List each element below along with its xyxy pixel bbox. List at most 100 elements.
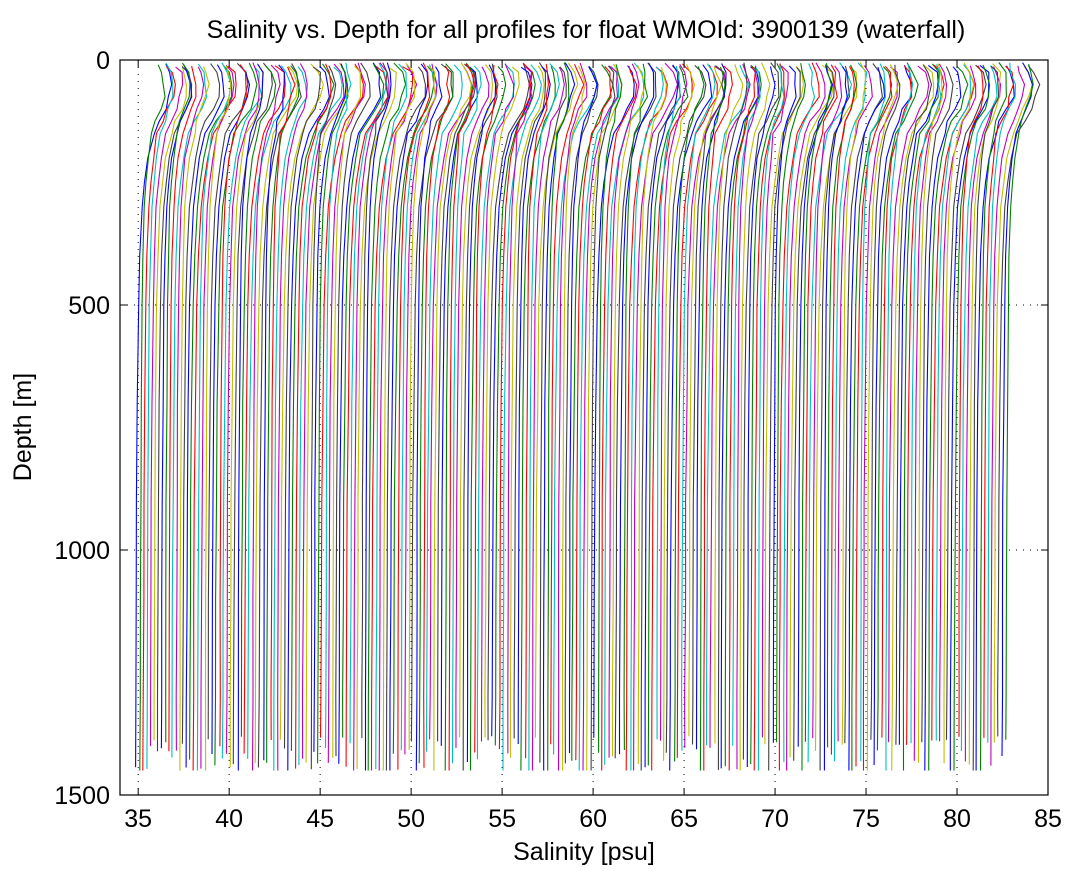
salinity-profile-line — [332, 65, 362, 758]
salinity-profile-line — [375, 63, 408, 770]
salinity-profile-line — [917, 63, 943, 763]
salinity-profile-line — [200, 64, 235, 769]
salinity-profile-line — [298, 66, 343, 766]
salinity-profile-line — [928, 65, 969, 771]
salinity-profile-line — [240, 65, 277, 737]
salinity-profile-line — [736, 65, 759, 770]
salinity-profile-line — [400, 64, 438, 751]
salinity-profile-line — [819, 65, 851, 771]
salinity-profile-line — [528, 63, 560, 771]
salinity-profile-line — [699, 66, 726, 771]
salinity-profile-line — [614, 62, 657, 759]
salinity-profile-line — [525, 63, 549, 759]
salinity-profile-line — [876, 62, 919, 751]
salinity-profile-line — [714, 64, 744, 744]
salinity-profile-line — [647, 66, 689, 766]
salinity-profile-line — [844, 63, 883, 744]
salinity-profile-line — [338, 62, 382, 764]
salinity-profile-line — [534, 62, 579, 738]
salinity-profile-line — [841, 62, 866, 745]
salinity-profile-line — [924, 66, 962, 771]
chart-title: Salinity vs. Depth for all profiles for … — [207, 16, 966, 44]
salinity-profile-line — [804, 64, 838, 742]
salinity-profile-line — [211, 66, 251, 755]
salinity-profile-line — [902, 63, 940, 771]
x-tick-label: 65 — [670, 805, 698, 833]
salinity-profile-line — [958, 65, 984, 737]
salinity-profile-line — [921, 66, 954, 743]
salinity-profile-line — [935, 64, 971, 741]
salinity-profile-line — [676, 64, 718, 758]
salinity-profile-line — [681, 63, 716, 751]
salinity-profile-line — [717, 62, 748, 771]
salinity-profile-line — [385, 66, 426, 771]
salinity-profile-line — [695, 63, 727, 750]
salinity-profile-line — [564, 65, 599, 764]
salinity-profile-line — [968, 63, 1002, 765]
salinity-profile-line — [764, 66, 804, 745]
salinity-profile-line — [279, 63, 324, 740]
salinity-profile-line — [887, 65, 930, 743]
salinity-profile-line — [139, 64, 166, 771]
salinity-profile-line — [848, 66, 886, 771]
salinity-profile-line — [517, 66, 551, 745]
salinity-profile-line — [943, 62, 975, 764]
salinity-profile-line — [590, 65, 616, 771]
salinity-profile-line — [247, 65, 292, 759]
salinity-profile-line — [913, 63, 948, 761]
salinity-profile-line — [931, 64, 976, 741]
salinity-profile-line — [335, 62, 371, 757]
salinity-profile-line — [487, 62, 530, 741]
salinity-profile-line — [513, 62, 546, 739]
salinity-profile-line — [772, 65, 797, 743]
salinity-profile-line — [860, 63, 886, 762]
x-axis-label: Salinity [psu] — [513, 838, 655, 866]
salinity-profile-line — [990, 65, 1026, 766]
salinity-profile-line — [575, 66, 612, 761]
salinity-profile-line — [425, 64, 463, 752]
salinity-profile-line — [812, 65, 843, 739]
salinity-profile-line — [895, 64, 933, 745]
salinity-profile-line — [633, 62, 679, 771]
salinity-profile-line — [356, 66, 397, 770]
salinity-profile-line — [983, 65, 1015, 738]
salinity-profile-line — [732, 66, 761, 746]
salinity-profile-line — [898, 65, 939, 745]
salinity-profile-line — [301, 63, 345, 759]
salinity-profile-line — [801, 63, 832, 771]
salinity-profile-line — [370, 66, 414, 771]
salinity-profile-line — [142, 66, 176, 771]
salinity-profile-line — [753, 63, 786, 771]
salinity-profile-line — [953, 64, 991, 771]
salinity-profile-line — [855, 65, 893, 767]
salinity-profile-line — [433, 62, 472, 771]
salinity-profile-line — [830, 66, 855, 755]
salinity-profile-line — [728, 66, 756, 771]
salinity-profile-line — [408, 65, 437, 750]
salinity-profile-line — [783, 63, 816, 763]
profile-series-group — [135, 62, 1041, 771]
plot-frame — [119, 59, 1049, 796]
y-tick-label: 1000 — [54, 537, 110, 565]
salinity-profile-line — [778, 62, 820, 771]
salinity-profile-line — [757, 64, 785, 771]
salinity-profile-line — [410, 63, 454, 742]
salinity-profile-line — [582, 65, 619, 771]
x-tick-label: 50 — [397, 805, 425, 833]
salinity-profile-line — [448, 63, 476, 771]
salinity-profile-line — [561, 65, 586, 771]
x-tick-label: 70 — [761, 805, 789, 833]
salinity-profile-line — [270, 66, 296, 741]
salinity-profile-line — [637, 67, 667, 765]
salinity-profile-line — [910, 64, 942, 744]
salinity-profile-line — [277, 63, 308, 771]
salinity-profile-line — [598, 64, 623, 753]
salinity-profile-line — [509, 65, 545, 758]
salinity-profile-line — [149, 66, 184, 747]
salinity-profile-line — [437, 63, 477, 742]
salinity-profile-line — [221, 66, 263, 759]
salinity-profile-line — [742, 62, 780, 760]
salinity-profile-line — [611, 64, 646, 757]
salinity-profile-line — [739, 62, 771, 771]
salinity-profile-line — [623, 63, 649, 751]
